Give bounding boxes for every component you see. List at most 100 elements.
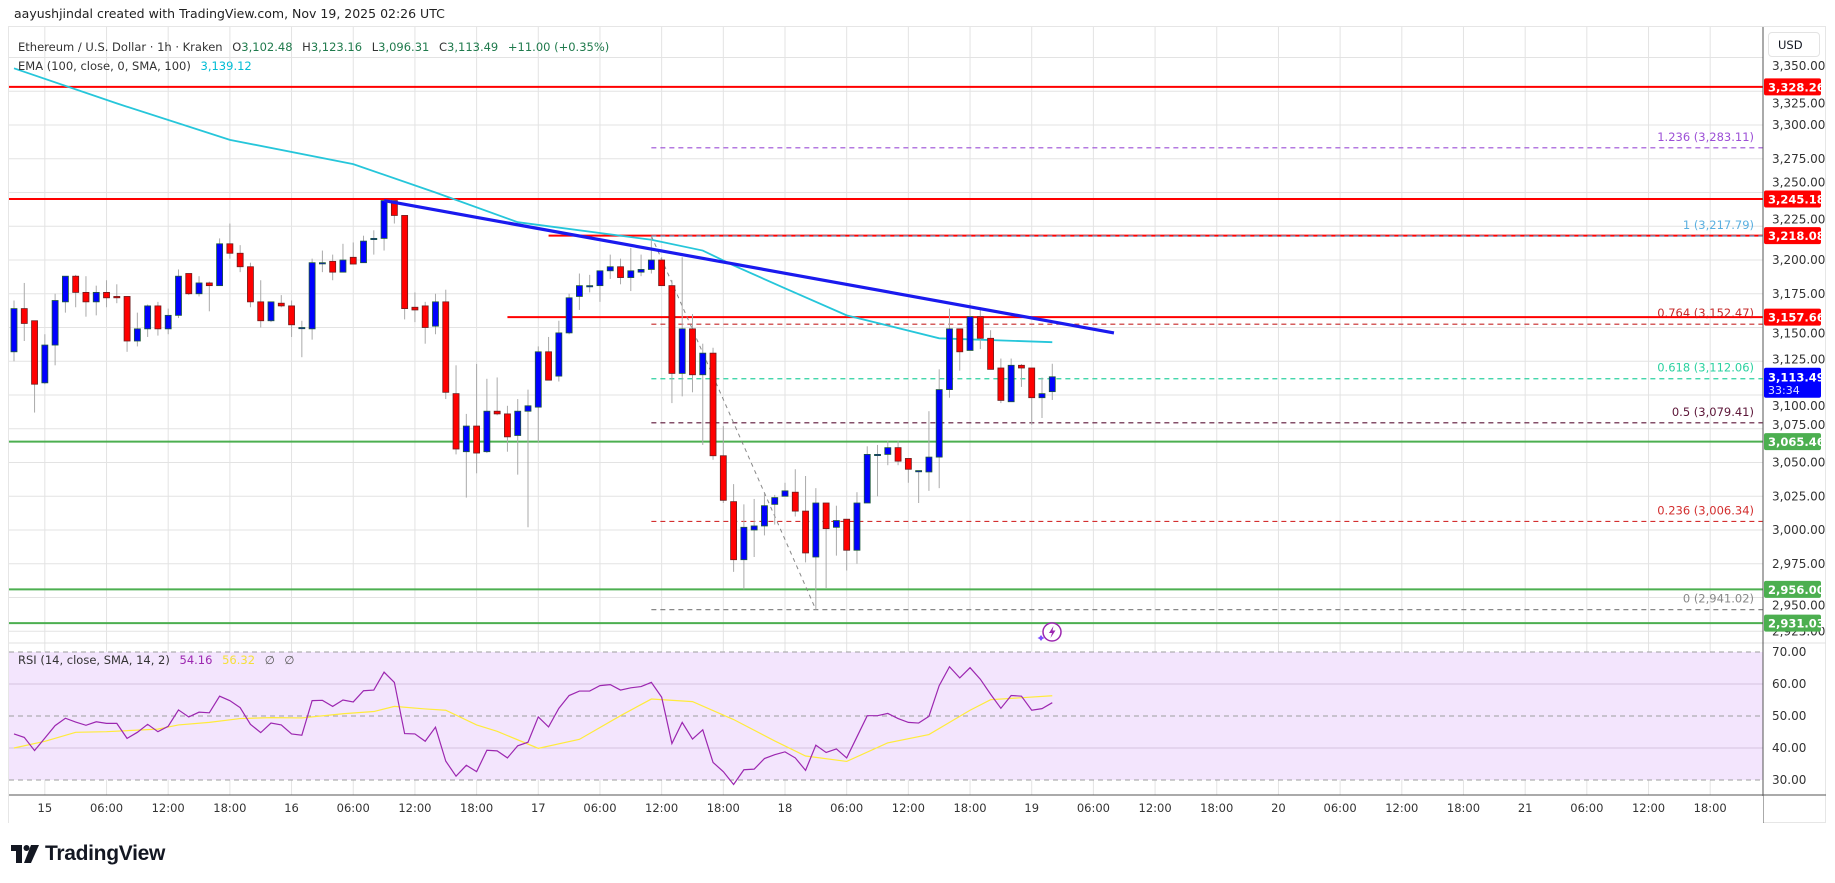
price-tick-label: 3,300.00	[1772, 118, 1825, 132]
candle-body	[10, 308, 18, 353]
candle-body	[41, 344, 49, 384]
candle-body	[504, 413, 511, 438]
candle	[863, 446, 871, 504]
candle	[288, 300, 295, 337]
symbol-name[interactable]: Ethereum / U.S. Dollar · 1h · Kraken	[18, 40, 223, 54]
price-tick-label: 3,175.00	[1772, 287, 1825, 301]
symbol-legend[interactable]: Ethereum / U.S. Dollar · 1h · Kraken O3,…	[18, 40, 615, 54]
candle	[668, 280, 676, 404]
candle-body	[133, 328, 141, 342]
candle-body	[545, 351, 552, 381]
rsi-sma-line	[13, 695, 1053, 763]
candle-body	[123, 296, 131, 342]
candle-body	[802, 510, 809, 554]
currency-button[interactable]: USD	[1768, 32, 1820, 57]
candle	[514, 399, 522, 475]
candle-body	[750, 525, 758, 531]
candle-body	[113, 296, 121, 299]
candle	[719, 426, 727, 503]
rsi-label[interactable]: RSI (14, close, SMA, 14, 2)	[18, 653, 170, 667]
candle	[904, 458, 912, 483]
level-price-tag[interactable]	[1764, 227, 1821, 245]
rsi-tick-label: 30.00	[1772, 773, 1806, 787]
price-tick-label: 2,975.00	[1772, 557, 1825, 571]
trendline[interactable]	[383, 199, 1115, 335]
candle	[92, 285, 100, 316]
candle	[31, 320, 38, 413]
candle-body	[833, 520, 840, 528]
rsi-pane[interactable]	[13, 665, 1053, 786]
price-tick-label: 3,125.00	[1772, 352, 1825, 366]
candle	[257, 280, 265, 328]
price-tick-label: 3,350.00	[1772, 59, 1825, 73]
candle-body	[606, 266, 614, 272]
level-price-tag[interactable]	[1764, 78, 1821, 96]
candle	[432, 293, 439, 335]
level-price-label: 3,328.26	[1768, 80, 1825, 94]
candle-body	[740, 526, 748, 561]
candle	[144, 304, 152, 337]
level-price-tag[interactable]	[1764, 433, 1821, 451]
candle	[596, 270, 604, 302]
candle	[822, 502, 830, 589]
time-tick-label: 06:00	[583, 801, 616, 815]
candle-body	[432, 301, 439, 327]
level-price-tag[interactable]	[1764, 614, 1821, 632]
candle	[318, 250, 326, 273]
last-price-tag[interactable]	[1764, 367, 1821, 398]
high-label: H	[302, 40, 311, 54]
candle	[226, 223, 234, 259]
candle-body	[514, 410, 522, 436]
candle-body	[781, 490, 789, 497]
tradingview-logo[interactable]: TradingView	[11, 842, 165, 865]
rsi-extra-2: ∅	[284, 653, 295, 667]
fib-level-label: 0.618 (3,112.06)	[1657, 361, 1754, 375]
price-tick-label: 3,225.00	[1772, 212, 1825, 226]
candle	[164, 308, 172, 335]
candle-body	[62, 275, 69, 303]
time-axis-background[interactable]	[9, 796, 1763, 823]
level-price-tag[interactable]	[1764, 308, 1821, 326]
axes[interactable]: 3,350.00 3,325.00 3,300.00 3,275.00 3,250.00…	[38, 59, 1826, 815]
alert-icon[interactable]	[1037, 622, 1062, 642]
rsi-legend[interactable]: RSI (14, close, SMA, 14, 2) 54.16 56.32 …	[18, 653, 300, 667]
candle-body	[596, 270, 604, 287]
candle-body	[226, 243, 234, 254]
ema-value: 3,139.12	[200, 59, 252, 73]
candle	[925, 411, 933, 491]
candle	[154, 301, 162, 336]
candle	[1018, 363, 1025, 387]
candle-body	[925, 456, 933, 473]
ema-label[interactable]: EMA (100, close, 0, SMA, 100)	[18, 59, 191, 73]
fib-level-label: 0.5 (3,079.41)	[1672, 405, 1754, 419]
candle	[730, 484, 737, 572]
candle	[1028, 367, 1036, 425]
candle-body	[329, 260, 337, 273]
candle-body	[370, 237, 378, 240]
time-tick-label: 15	[38, 801, 53, 815]
last-price-label: 3,113.49	[1768, 370, 1825, 384]
time-tick-label: 16	[284, 801, 299, 815]
candle	[987, 330, 994, 370]
candle-body	[1028, 367, 1036, 399]
candle	[771, 494, 779, 525]
price-pane[interactable]: 1.236 (3,283.11) 1 (3,217.79) 0.764 (3,152…	[9, 67, 1763, 625]
level-price-tag[interactable]	[1764, 190, 1821, 208]
level-price-tag[interactable]	[1764, 580, 1821, 598]
candle	[452, 365, 460, 455]
time-tick-label: 21	[1518, 801, 1533, 815]
rsi-tick-label: 50.00	[1772, 709, 1806, 723]
price-tick-label: 3,000.00	[1772, 523, 1825, 537]
candle-body	[699, 352, 707, 376]
candle	[390, 200, 398, 224]
candle	[555, 320, 563, 382]
high-value: 3,123.16	[310, 40, 363, 54]
candle-body	[946, 328, 953, 391]
candle-body	[308, 262, 316, 330]
candle-body	[51, 300, 59, 346]
tradingview-logo-icon	[11, 845, 39, 863]
candle	[894, 440, 902, 466]
candle	[205, 281, 213, 312]
ema-legend[interactable]: EMA (100, close, 0, SMA, 100) 3,139.12	[18, 59, 258, 73]
